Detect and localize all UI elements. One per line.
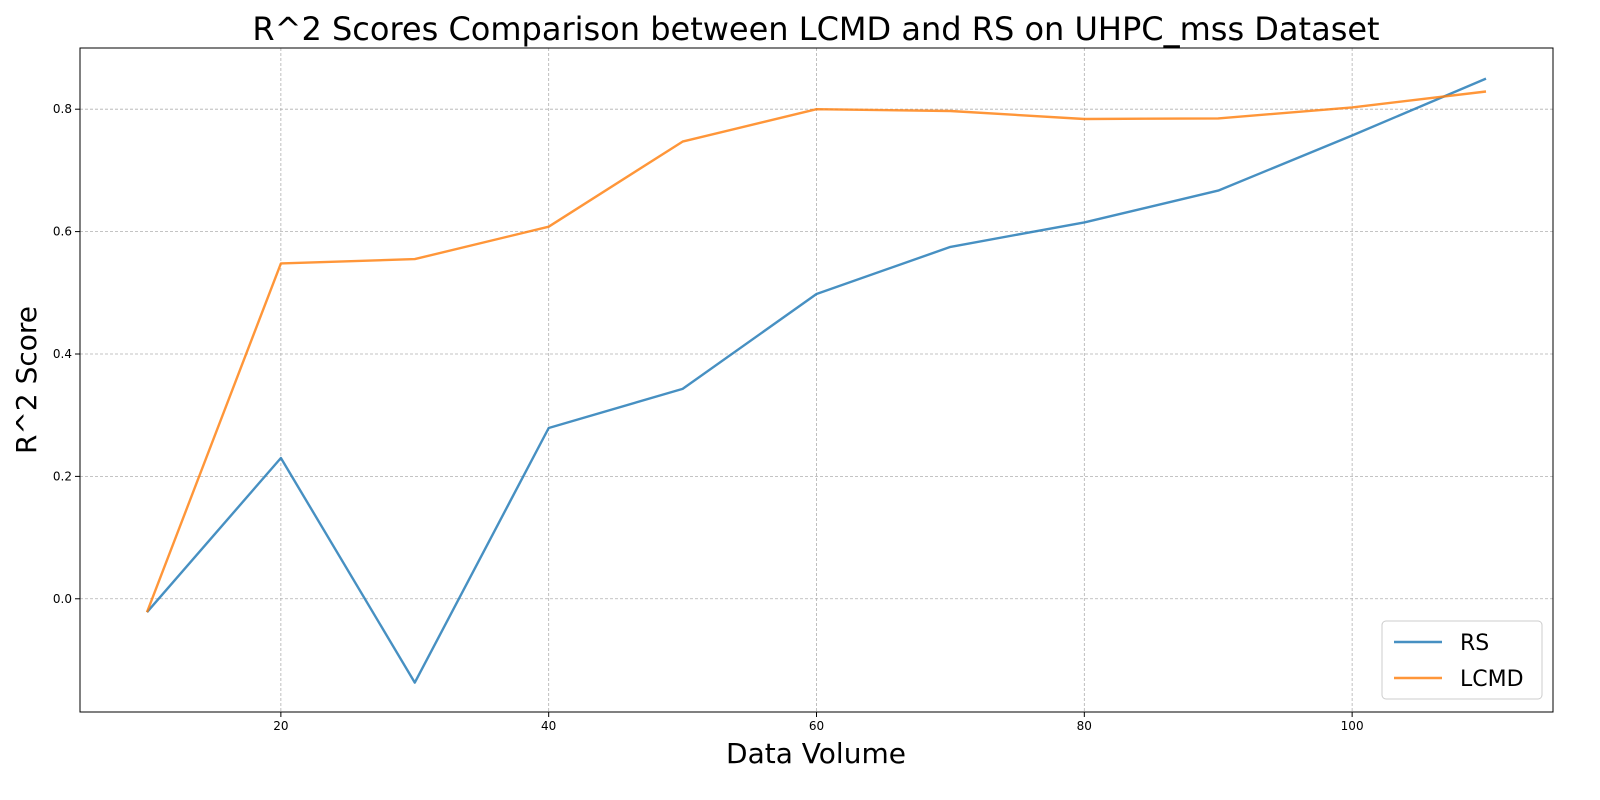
chart-title: R^2 Scores Comparison between LCMD and R…	[252, 10, 1379, 48]
series-lines	[145, 77, 1487, 684]
x-tick-label: 60	[809, 719, 824, 733]
x-axis-label: Data Volume	[726, 737, 906, 770]
y-axis-ticks: 0.0 0.2 0.4 0.6 0.8	[53, 102, 80, 606]
series-line-rs	[146, 77, 1487, 684]
series-line-lcmd	[145, 90, 1487, 613]
y-tick-label: 0.8	[53, 102, 72, 116]
legend-box	[1381, 620, 1543, 700]
y-tick-label: 0.4	[53, 347, 72, 361]
legend-label: RS	[1460, 631, 1489, 656]
x-tick-label: 20	[273, 719, 288, 733]
y-tick-label: 0.2	[53, 469, 72, 483]
x-tick-label: 80	[1077, 719, 1092, 733]
legend-label: LCMD	[1460, 667, 1524, 692]
x-tick-label: 100	[1341, 719, 1364, 733]
grid	[80, 48, 1553, 712]
y-tick-label: 0.0	[53, 592, 72, 606]
y-tick-label: 0.6	[53, 225, 72, 239]
legend: RS LCMD	[1381, 620, 1543, 700]
x-tick-label: 40	[541, 719, 556, 733]
y-axis-label: R^2 Score	[10, 306, 43, 454]
x-axis-ticks: 20 40 60 80 100	[273, 712, 1364, 733]
